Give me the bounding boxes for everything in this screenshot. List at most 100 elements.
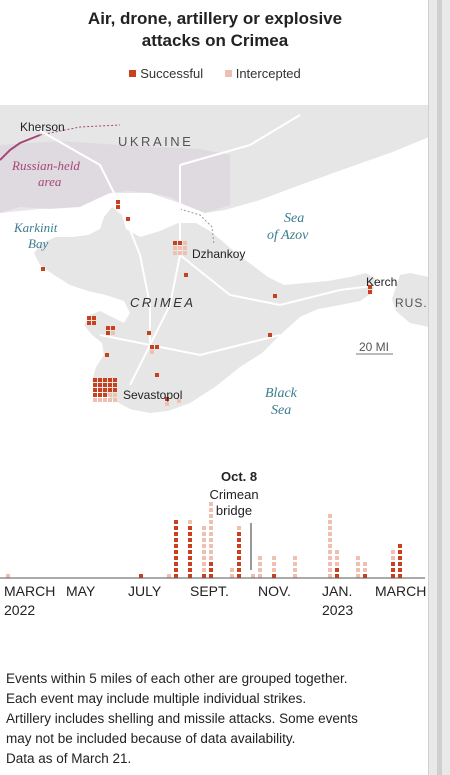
map-attack-marker — [113, 388, 117, 392]
crimea-land — [34, 207, 376, 413]
map-attack-marker — [108, 383, 112, 387]
map-attack-marker — [106, 331, 110, 335]
legend-intercepted-label: Intercepted — [235, 66, 301, 81]
timeline-event-marker — [328, 538, 332, 542]
map-attack-marker — [177, 399, 181, 403]
timeline-event-marker — [272, 568, 276, 572]
timeline-event-marker — [209, 568, 213, 572]
map-attack-marker — [41, 267, 45, 271]
timeline-event-marker — [202, 556, 206, 560]
label-dzhankoy: Dzhankoy — [192, 247, 245, 261]
timeline-event-marker — [356, 556, 360, 560]
timeline-event-marker — [258, 568, 262, 572]
crimea-map: Kherson UKRAINE Russian-held area Karkin… — [0, 105, 429, 440]
note-2: Each event may include multiple individu… — [6, 691, 307, 706]
legend-successful: Successful — [129, 66, 203, 81]
label-crimea: CRIMEA — [130, 295, 196, 310]
timeline-event-marker — [209, 520, 213, 524]
timeline-event-marker — [237, 550, 241, 554]
timeline-event-marker — [258, 556, 262, 560]
timeline-event-marker — [188, 520, 192, 524]
map-attack-marker — [368, 285, 372, 289]
timeline-event-marker — [391, 568, 395, 572]
axis-label: JAN. — [322, 583, 353, 599]
map-attack-marker — [106, 326, 110, 330]
map-attack-marker — [273, 294, 277, 298]
timeline-event-marker — [237, 562, 241, 566]
timeline-event-marker — [230, 568, 234, 572]
note-5: Data as of March 21. — [6, 751, 132, 766]
map-attack-marker — [108, 378, 112, 382]
successful-swatch — [129, 70, 137, 77]
label-sea-azov-2: of Azov — [267, 228, 309, 243]
timeline-event-marker — [209, 574, 213, 578]
axis-label: MAY — [66, 583, 96, 599]
timeline-event-marker — [272, 562, 276, 566]
map-attack-marker — [93, 398, 97, 402]
map-attack-marker — [111, 331, 115, 335]
timeline-event-marker — [335, 574, 339, 578]
map-attack-marker — [268, 333, 272, 337]
timeline-event-marker — [188, 568, 192, 572]
map-attack-marker — [93, 393, 97, 397]
timeline-event-marker — [258, 574, 262, 578]
annotation-subtitle-2: bridge — [215, 503, 253, 518]
dnipro-river — [0, 134, 41, 161]
timeline-event-marker — [293, 562, 297, 566]
intercepted-swatch — [224, 70, 232, 77]
timeline-event-marker — [174, 520, 178, 524]
timeline-event-marker — [202, 568, 206, 572]
map-attack-marker — [173, 246, 177, 250]
timeline-event-marker — [328, 514, 332, 518]
timeline-event-marker — [293, 556, 297, 560]
timeline-event-marker — [230, 574, 234, 578]
timeline-event-marker — [335, 550, 339, 554]
timeline-event-marker — [328, 520, 332, 524]
timeline-event-marker — [391, 574, 395, 578]
timeline-event-marker — [202, 538, 206, 542]
label-black-sea-2: Sea — [271, 403, 291, 418]
timeline-event-marker — [398, 562, 402, 566]
timeline-event-marker — [209, 562, 213, 566]
timeline-markers — [6, 502, 402, 578]
map-attack-marker — [165, 397, 169, 401]
timeline-event-marker — [6, 574, 10, 578]
label-sea-azov-1: Sea — [284, 211, 304, 226]
map-attack-marker — [178, 251, 182, 255]
map-attack-marker — [173, 251, 177, 255]
timeline-event-marker — [209, 538, 213, 542]
note-1: Events within 5 miles of each other are … — [6, 671, 348, 686]
map-attack-marker — [368, 290, 372, 294]
timeline-event-marker — [328, 526, 332, 530]
axis-label: MARCH — [375, 583, 427, 599]
map-attack-marker — [92, 316, 96, 320]
roads — [29, 114, 381, 386]
timeline-event-marker — [174, 526, 178, 530]
timeline-event-marker — [335, 568, 339, 572]
map-attack-marker — [103, 398, 107, 402]
timeline-event-marker — [209, 556, 213, 560]
timeline-event-marker — [328, 556, 332, 560]
axis-label: SEPT. — [190, 583, 229, 599]
legend-successful-label: Successful — [140, 66, 204, 81]
label-karkinit-1: Karkinit — [13, 220, 58, 235]
russia-land — [392, 273, 429, 327]
timeline-event-marker — [398, 556, 402, 560]
timeline-event-marker — [272, 556, 276, 560]
timeline-event-marker — [202, 544, 206, 548]
timeline-event-marker — [209, 544, 213, 548]
frontline — [39, 124, 121, 136]
map-attack-marker — [165, 402, 169, 406]
timeline-event-marker — [188, 532, 192, 536]
timeline-event-marker — [202, 550, 206, 554]
map-attack-marker — [93, 378, 97, 382]
timeline-event-marker — [188, 550, 192, 554]
timeline-event-marker — [328, 568, 332, 572]
timeline-event-marker — [258, 562, 262, 566]
annotation-subtitle: Crimean bridge — [205, 487, 263, 519]
page-edge — [428, 0, 450, 775]
map-attack-marker — [98, 378, 102, 382]
map-attack-marker — [87, 316, 91, 320]
timeline-event-marker — [293, 568, 297, 572]
legend-intercepted: Intercepted — [224, 66, 301, 81]
